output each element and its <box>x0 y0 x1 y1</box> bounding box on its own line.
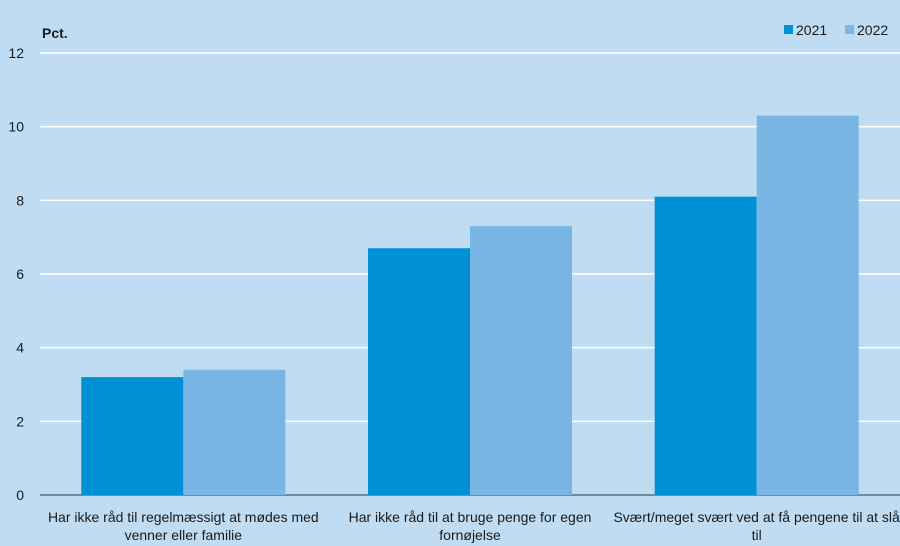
x-category-label: Har ikke råd til at bruge penge for egen <box>349 509 592 525</box>
bar-2022-2 <box>470 226 572 495</box>
legend-label-2021: 2021 <box>796 22 827 38</box>
legend-swatch-2022 <box>845 25 854 34</box>
bar-2022-3 <box>756 115 859 495</box>
bar-2021-1 <box>81 377 184 495</box>
legend-label-2022: 2022 <box>857 22 888 38</box>
y-tick-label: 2 <box>16 413 24 429</box>
y-axis-unit-label: Pct. <box>42 25 68 41</box>
y-tick-label: 6 <box>16 266 24 282</box>
x-category-label: til <box>752 527 762 543</box>
y-tick-label: 8 <box>16 192 24 208</box>
y-tick-label: 4 <box>16 340 24 356</box>
y-tick-label: 12 <box>8 45 24 61</box>
x-category-label: venner eller familie <box>125 527 243 543</box>
bar-2021-2 <box>368 248 470 495</box>
legend-swatch-2021 <box>784 25 793 34</box>
bar-2021-3 <box>654 196 757 495</box>
bar-2022-1 <box>183 369 286 495</box>
x-category-label: Har ikke råd til regelmæssigt at mødes m… <box>48 509 319 525</box>
y-tick-label: 0 <box>16 487 24 503</box>
x-category-label: fornøjelse <box>439 527 501 543</box>
y-tick-label: 10 <box>8 119 24 135</box>
x-category-label: Svært/meget svært ved at få pengene til … <box>613 509 900 525</box>
